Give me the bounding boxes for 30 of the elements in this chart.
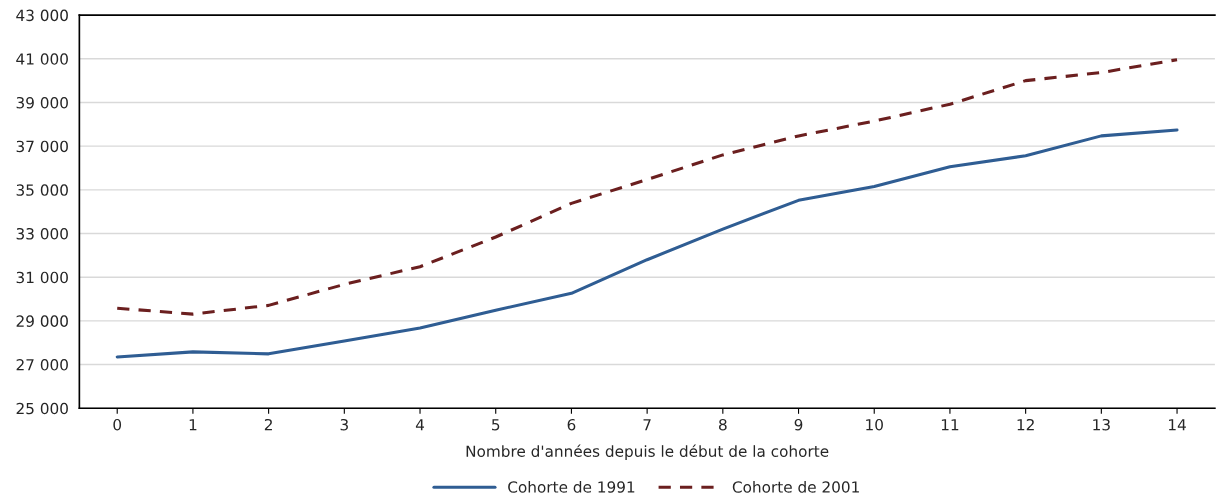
y-tick-label: 25 000 <box>16 402 68 415</box>
x-tick-label: 14 <box>1169 419 1186 431</box>
x-tick-label: 8 <box>719 418 727 431</box>
y-tick-label: 39 000 <box>16 96 68 109</box>
x-tick-label: 10 <box>866 418 883 431</box>
x-tick-label: 11 <box>941 419 959 431</box>
legend-label: Cohorte de 1991 <box>508 480 635 493</box>
y-tick-label: 27 000 <box>16 359 68 371</box>
x-tick-label: 1 <box>189 419 197 431</box>
x-tick-label: 3 <box>340 418 348 431</box>
x-tick-label: 12 <box>1017 418 1034 431</box>
legend-label: Cohorte de 2001 <box>732 480 859 493</box>
line-series <box>115 58 1179 316</box>
x-axis-title: Nombre d'années depuis le début de la cohorte <box>466 444 829 460</box>
y-tick-label: 31 000 <box>16 271 68 284</box>
x-tick-label: 9 <box>794 418 803 431</box>
y-tick-label: 35 000 <box>16 184 68 196</box>
y-tick-label: 37 000 <box>16 140 68 153</box>
x-tick-label: 5 <box>492 419 500 431</box>
y-tick-label: 41 000 <box>16 53 68 65</box>
x-tick-label: 6 <box>567 418 576 431</box>
x-tick-label: 2 <box>264 418 272 431</box>
y-tick-label: 33 000 <box>16 227 68 240</box>
y-tick-label: 43 000 <box>16 9 68 22</box>
x-tick-label: 0 <box>113 418 122 431</box>
x-tick-label: 4 <box>415 419 425 431</box>
y-tick-label: 29 000 <box>16 315 68 327</box>
x-tick-label: 7 <box>643 419 651 431</box>
line-series <box>115 128 1179 359</box>
x-tick-label: 13 <box>1093 418 1110 431</box>
